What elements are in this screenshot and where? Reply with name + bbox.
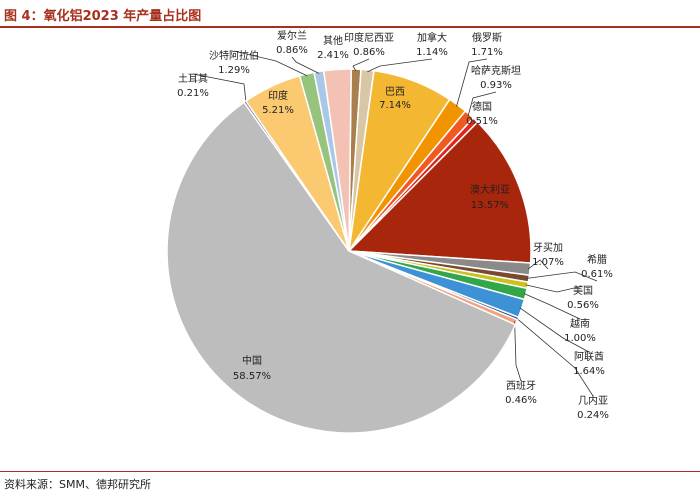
pie-slice: [347, 121, 532, 264]
slice-value-label: 7.14%: [379, 100, 411, 111]
leader-line: [456, 58, 488, 107]
slice-name-label: 几内亚: [578, 394, 608, 407]
chart-title: 图 4：氧化铝2023 年产量占比图: [4, 9, 202, 24]
leader-line: [515, 317, 594, 397]
bottom-divider: [0, 471, 700, 472]
slice-name-label: 沙特阿拉伯: [209, 49, 259, 62]
slice-value-label: 1.29%: [218, 65, 250, 76]
slice-value-label: 1.07%: [532, 257, 564, 268]
slice-name-label: 土耳其: [178, 72, 208, 85]
leader-line: [514, 321, 522, 382]
slice-name-label: 美国: [573, 284, 593, 297]
slice-value-label: 58.57%: [233, 371, 271, 382]
slice-value-label: 1.00%: [564, 333, 596, 344]
pie-slice: [166, 101, 517, 434]
leader-line: [233, 50, 308, 77]
slice-name-label: 希腊: [587, 253, 607, 266]
leader-line: [519, 307, 590, 353]
slice-name-label: 澳大利亚: [470, 183, 510, 196]
slice-name-label: 加拿大: [417, 31, 447, 44]
slice-name-label: 印度: [268, 89, 288, 102]
leader-line: [526, 271, 598, 282]
slice-value-label: 0.51%: [466, 116, 498, 127]
slice-value-label: 13.57%: [471, 200, 509, 211]
slice-value-label: 0.86%: [276, 45, 308, 56]
slice-name-label: 越南: [570, 317, 590, 330]
leader-line: [467, 91, 497, 117]
slice-name-label: 中国: [242, 354, 262, 367]
slice-value-label: 0.86%: [353, 47, 385, 58]
leader-line: [291, 56, 320, 74]
leader-line: [192, 73, 247, 104]
slice-value-label: 0.24%: [577, 410, 609, 421]
slice-value-label: 5.21%: [262, 105, 294, 116]
slice-value-label: 2.41%: [317, 50, 349, 61]
leader-line: [523, 293, 581, 320]
slice-value-label: 0.56%: [567, 300, 599, 311]
slice-name-label: 阿联酋: [574, 350, 604, 363]
slice-name-label: 巴西: [385, 86, 405, 98]
slice-value-label: 1.14%: [416, 47, 448, 58]
slice-value-label: 0.21%: [177, 88, 209, 99]
slice-name-label: 爱尔兰: [277, 29, 307, 42]
leader-line: [367, 58, 433, 73]
slice-name-label: 印度尼西亚: [344, 31, 394, 44]
leader-line: [527, 259, 549, 270]
slice-name-label: 俄罗斯: [472, 31, 502, 44]
slice-name-label: 西班牙: [506, 380, 536, 392]
slice-name-label: 哈萨克斯坦: [471, 64, 521, 77]
pie-slice: [322, 68, 352, 252]
slice-name-label: 其他: [323, 34, 343, 47]
source-note: 资料来源：SMM、德邦研究所: [4, 478, 151, 491]
slice-value-label: 1.71%: [471, 47, 503, 58]
leader-line: [525, 284, 584, 293]
slice-value-label: 0.61%: [581, 269, 613, 280]
slice-value-label: 0.46%: [505, 395, 537, 406]
slice-value-label: 1.64%: [573, 366, 605, 377]
top-divider: [0, 26, 700, 28]
slice-value-label: 0.93%: [480, 80, 512, 91]
slice-name-label: 德国: [472, 100, 492, 113]
slice-name-label: 牙买加: [533, 242, 563, 254]
leader-line: [352, 58, 370, 72]
